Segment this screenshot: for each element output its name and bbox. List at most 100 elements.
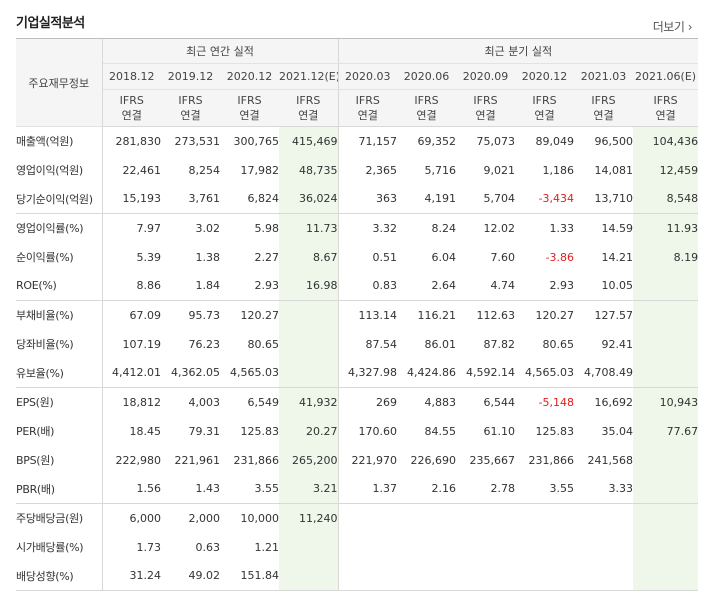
table-cell: 11.93 [633,213,699,243]
table-cell: 1,186 [542,163,575,177]
table-row: PBR(배) 1.56 1.43 3.55 3.21 1.37 2.16 2.78 3.55 3.… [16,474,699,504]
table-cell: 8.86 [102,271,161,301]
table-cell [279,300,339,330]
table-cell: 0.83 [338,271,398,301]
row-label: 유보율(%) [16,358,103,388]
table-cell: 2.93 [515,271,575,301]
basis-label: IFRS [355,94,380,107]
table-cell: 20.27 [279,416,339,446]
table-cell: 61.10 [483,424,516,438]
row-label: 당기순이익(억원) [16,184,103,214]
table-row: 당기순이익(억원) 15,193 3,761 6,824 36,024 363 4,191 5… [16,184,699,214]
table-cell: 41,932 [279,387,339,417]
table-cell: 10,000 [240,511,280,525]
basis-header: IFRS 연결 [279,89,339,127]
table-cell: 1.37 [338,474,398,504]
table-row: 시가배당률(%) 1.73 0.63 1.21 [16,532,699,562]
table-cell [633,358,699,388]
scope-label: 연결 [239,109,260,122]
table-cell: 3.32 [372,221,398,235]
table-cell: 18.45 [129,424,162,438]
table-cell: 4,362.05 [161,358,220,388]
basis-header: IFRS 연결 [456,89,516,127]
table-cell: 10.05 [574,271,634,301]
table-cell: 4,191 [397,184,457,214]
period-header: 2021.06(E) [633,63,699,90]
table-cell: 281,830 [115,134,162,148]
basis-header: IFRS 연결 [633,89,699,127]
table-top-border [16,38,698,39]
table-cell: 222,980 [115,453,162,467]
table-cell: 1.73 [136,540,162,554]
table-row: ROE(%) 8.86 1.84 2.93 16.98 0.83 2.64 4.74 2.93 1… [16,271,699,301]
table-cell: 10,943 [633,387,699,417]
table-cell: 5.39 [136,250,162,264]
table-cell: 4,565.03 [515,358,575,388]
table-cell: 76.23 [188,337,221,351]
table-cell: 95.73 [188,308,221,322]
row-label: 영업이익(억원) [16,155,103,185]
table-cell: 4,883 [424,395,457,409]
table-cell: 1.56 [102,474,161,504]
table-row: PER(배) 18.45 79.31 125.83 20.27 170.60 84.55 61… [16,416,699,446]
table-cell: 1.84 [161,271,220,301]
table-cell: 8,548 [633,184,699,214]
table-cell: 48,735 [279,155,339,185]
period-header: 2020.09 [456,63,516,90]
table-row: 부채비율(%) 67.09 95.73 120.27 113.14 116.21 112.6… [16,300,699,330]
table-cell: 170.60 [358,424,398,438]
table-cell [397,561,457,591]
table-row: 유보율(%) 4,412.01 4,362.05 4,565.03 4,327.98 4,… [16,358,699,388]
basis-header: IFRS 연결 [574,89,634,127]
row-label: ROE(%) [16,271,103,301]
table-cell: 1.38 [195,250,221,264]
table-cell: 4,708.49 [574,358,634,388]
table-cell: 16,692 [594,395,634,409]
table-cell: 0.51 [372,250,398,264]
table-cell: 3.33 [574,474,634,504]
table-cell: 1.33 [549,221,575,235]
table-cell [633,561,699,591]
scope-label: 연결 [121,109,142,122]
table-cell [338,504,397,533]
table-cell: 221,961 [174,453,221,467]
period-header: 2020.12 [515,63,575,90]
table-cell: 127.57 [594,308,634,322]
table-cell [633,271,699,301]
table-cell: 125.83 [240,424,280,438]
table-cell [574,504,633,533]
more-link[interactable]: 더보기 › [653,18,693,35]
table-row: BPS(원) 222,980 221,961 231,866 265,200 221,97… [16,445,699,475]
table-cell: 14,081 [594,163,634,177]
table-cell [456,533,515,562]
scope-label: 연결 [475,109,496,122]
period-header: 2018.12 [102,63,161,90]
scope-label: 연결 [357,109,378,122]
table-cell: 3.02 [195,221,221,235]
table-cell: 5.98 [254,221,280,235]
table-cell: 2.64 [397,271,457,301]
table-cell: 9,021 [483,163,516,177]
table-cell: 79.31 [188,424,221,438]
table-cell: 49.02 [161,561,220,591]
table-cell: 4,592.14 [456,358,516,388]
table-cell: 12,459 [633,155,699,185]
basis-header: IFRS 연결 [397,89,457,127]
table-cell: 235,667 [469,453,516,467]
basis-label: IFRS [591,94,616,107]
table-cell: 89,049 [535,134,575,148]
basis-header: IFRS 연결 [338,89,398,127]
table-cell: 22,461 [122,163,162,177]
table-row: 주당배당금(원) 6,000 2,000 10,000 11,240 [16,503,699,533]
table-cell [279,532,339,562]
table-cell [397,504,456,533]
table-cell: 18,812 [122,395,162,409]
table-cell: 7.97 [136,221,162,235]
row-label: 부채비율(%) [16,300,103,330]
row-label: 당좌비율(%) [16,329,103,359]
period-header: 2021.03 [574,63,634,90]
table-cell: 12.02 [483,221,516,235]
quarter-group-header: 최근 분기 실적 [338,39,699,64]
table-cell: 120.27 [535,308,575,322]
basis-header: IFRS 연결 [220,89,279,127]
